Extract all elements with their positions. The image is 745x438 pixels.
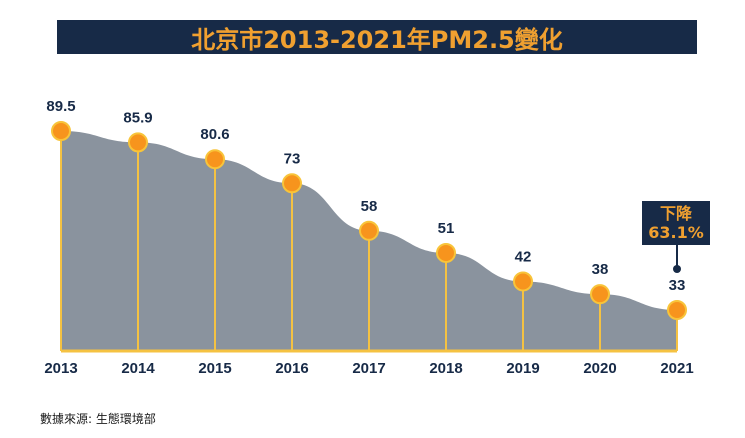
data-label-2015: 80.6 — [200, 126, 229, 143]
x-tick-label-2015: 2015 — [198, 360, 231, 377]
marker-2013 — [51, 121, 71, 141]
chart-title: 北京市2013-2021年PM2.5變化 — [191, 25, 563, 54]
callout-line1: 下降 — [659, 204, 692, 223]
callout-line2: 63.1% — [648, 223, 704, 242]
data-label-2016: 73 — [284, 150, 301, 167]
marker-2021 — [667, 300, 687, 320]
title-bar: 北京市2013-2021年PM2.5變化 — [57, 20, 697, 54]
callout-dot — [673, 265, 681, 273]
marker-2014 — [128, 132, 148, 153]
marker-2019 — [513, 271, 533, 292]
data-label-2014: 85.9 — [123, 109, 152, 126]
x-tick-label-2021: 2021 — [660, 360, 693, 377]
x-tick-label-2017: 2017 — [352, 360, 385, 377]
decrease-callout: 下降 63.1% — [642, 201, 710, 245]
x-tick-label-2013: 2013 — [44, 360, 77, 377]
data-label-2013: 89.5 — [46, 98, 75, 115]
x-tick-label-2016: 2016 — [275, 360, 308, 377]
data-label-2019: 42 — [515, 248, 532, 265]
marker-2020 — [590, 284, 610, 305]
data-label-2020: 38 — [592, 261, 609, 278]
data-label-2018: 51 — [438, 220, 455, 237]
marker-2017 — [359, 220, 379, 241]
marker-2016 — [282, 173, 302, 194]
x-tick-label-2018: 2018 — [429, 360, 462, 377]
marker-2015 — [205, 149, 225, 170]
x-tick-label-2019: 2019 — [506, 360, 539, 377]
marker-2018 — [436, 242, 456, 263]
data-label-2017: 58 — [361, 198, 378, 215]
x-tick-label-2014: 2014 — [121, 360, 155, 377]
data-source: 數據來源: 生態環境部 — [40, 412, 156, 426]
data-label-2021: 33 — [669, 277, 686, 294]
x-tick-label-2020: 2020 — [583, 360, 616, 377]
